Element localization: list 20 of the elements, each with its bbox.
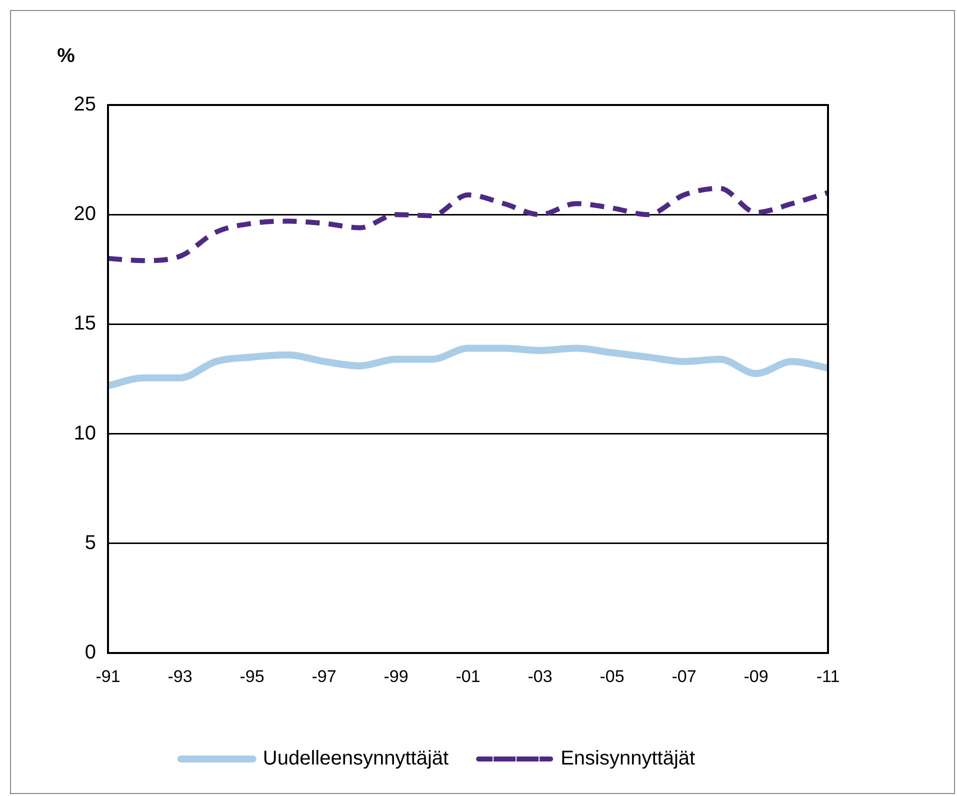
y-tick-label: 0 <box>84 642 96 664</box>
x-tick-label: -91 <box>96 666 120 686</box>
y-tick-label: 5 <box>84 532 96 554</box>
y-tick-label: 25 <box>74 94 96 116</box>
y-axis-title: % <box>57 45 76 67</box>
x-tick-label: -01 <box>456 666 480 686</box>
x-tick-label: -99 <box>384 666 408 686</box>
x-tick-label: -05 <box>600 666 624 686</box>
x-tick-label: -97 <box>312 666 336 686</box>
y-tick-label: 20 <box>74 203 96 226</box>
y-tick-label: 15 <box>74 312 96 335</box>
x-tick-label: -95 <box>240 666 264 686</box>
x-tick-label: -11 <box>816 666 840 686</box>
legend-label: Ensisynnyttäjät <box>560 748 696 770</box>
x-tick-label: -09 <box>744 666 768 686</box>
x-tick-label: -03 <box>528 666 552 686</box>
x-tick-label: -93 <box>168 666 192 686</box>
x-tick-label: -07 <box>672 666 696 686</box>
legend-label: Uudelleensynnyttäjät <box>262 748 450 770</box>
y-tick-label: 10 <box>74 422 96 444</box>
